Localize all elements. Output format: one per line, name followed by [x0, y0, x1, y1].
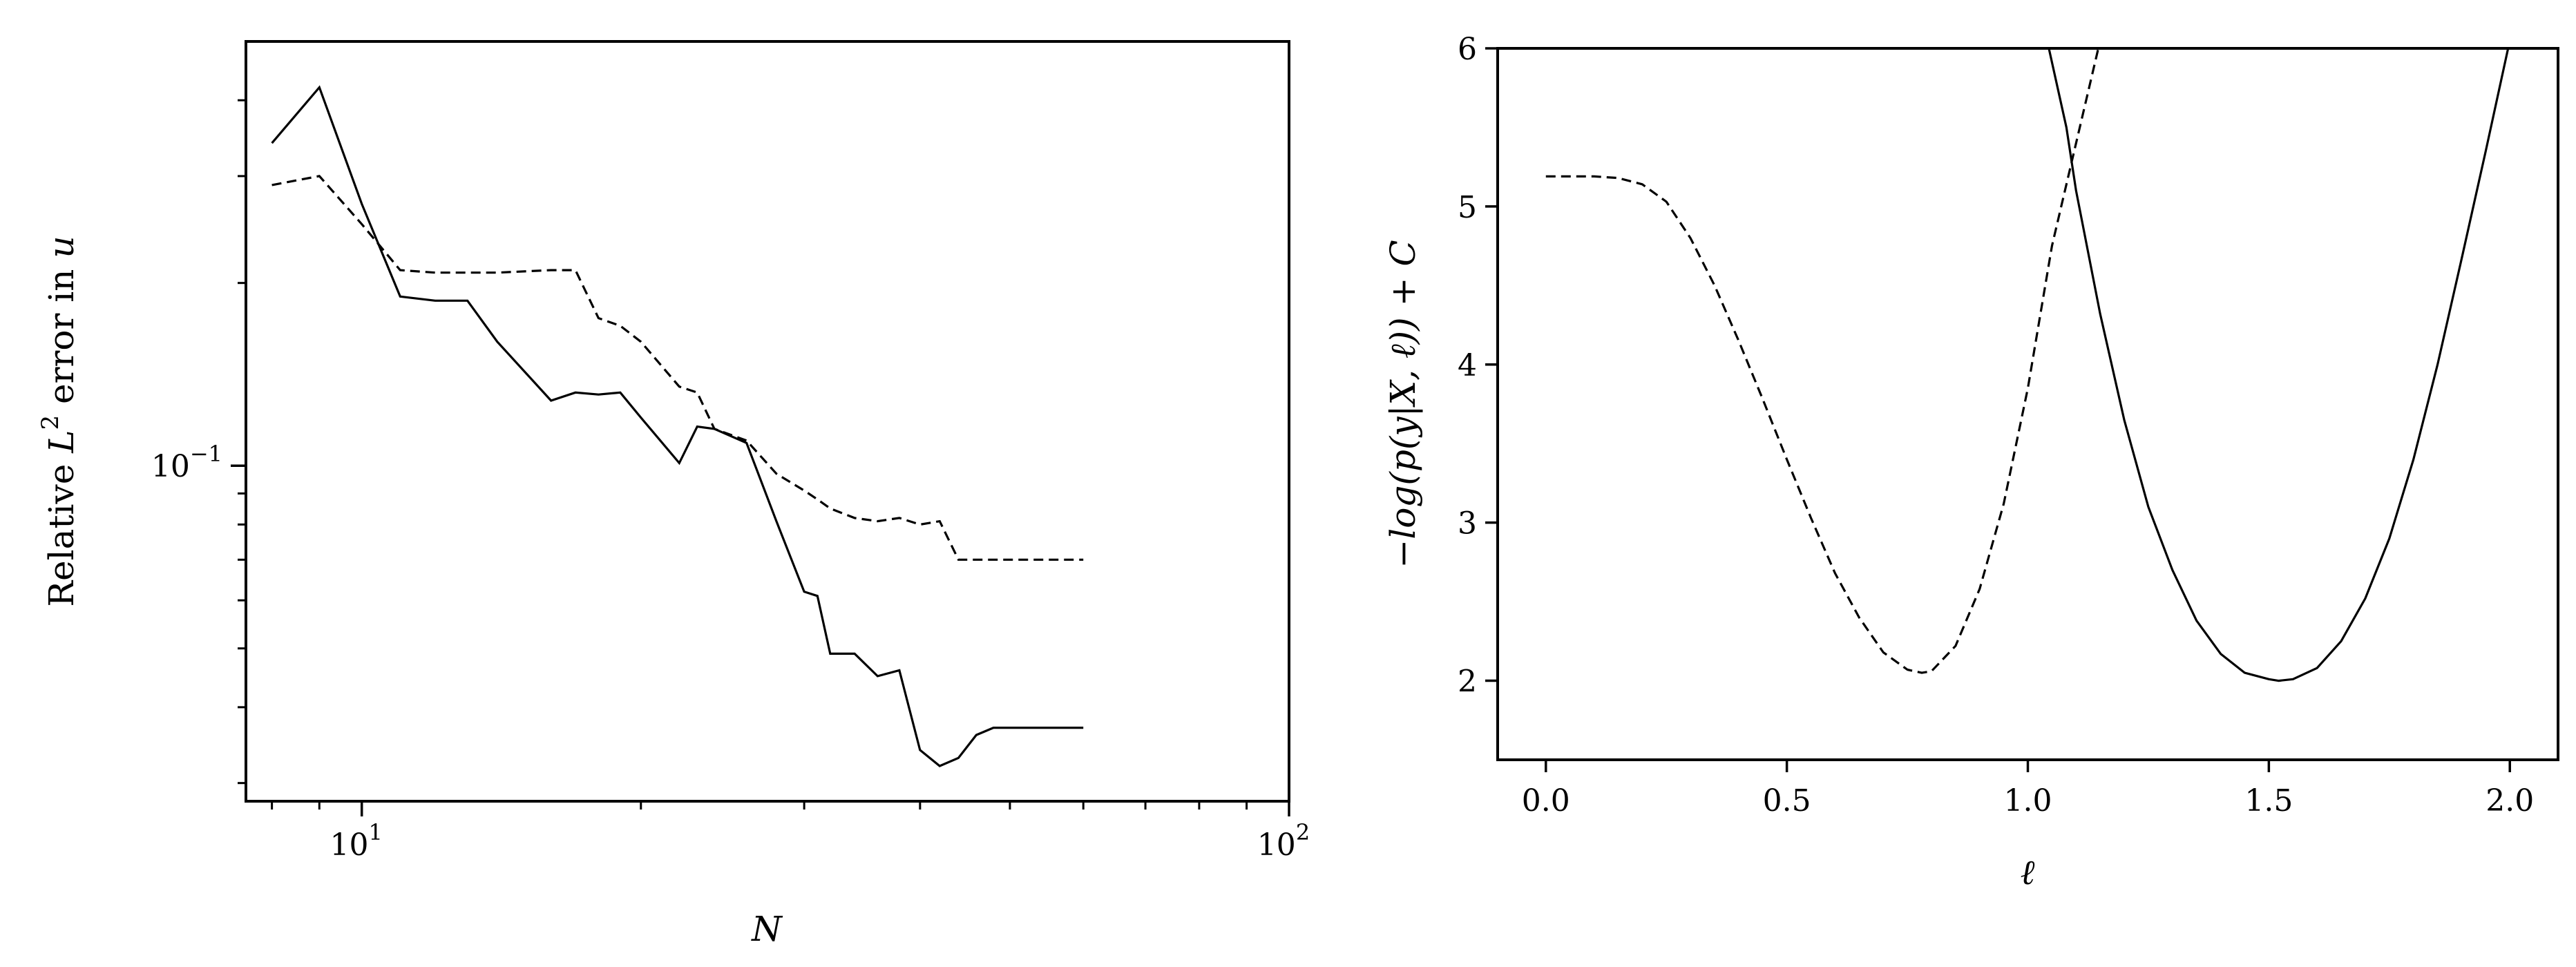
right-y-axis-label: −log(p(y|X, ℓ)) + C	[1383, 240, 1423, 568]
right-x-tick-label: 1.5	[2244, 783, 2293, 818]
right-series-solid-line	[2048, 48, 2510, 682]
right-y-tick-label: 6	[1458, 32, 1477, 67]
left-y-axis-label: Relative L2 error in u	[37, 236, 82, 606]
left-y-tick-label: 10−1	[151, 441, 222, 484]
right-x-tick-label: 2.0	[2486, 783, 2534, 818]
right-x-tick-label: 1.0	[2004, 783, 2052, 818]
right-chart: 0.0 0.5 1.0 1.5 2.0 2 3 4 5 6 ℓ −log(p(y|X, ℓ)) +…	[1383, 32, 2559, 892]
right-x-axis-label: ℓ	[2021, 852, 2035, 892]
right-series-dashed-line	[1545, 48, 2100, 674]
left-chart: 101 102 10−1 N Relative L2 error in u	[37, 40, 1310, 949]
left-series-dashed-line	[271, 175, 1084, 561]
right-plot-frame	[1496, 47, 2559, 761]
left-x-axis-label: N	[751, 909, 783, 949]
right-x-tick-label: 0.5	[1763, 783, 1811, 818]
right-x-tick-label: 0.0	[1522, 783, 1570, 818]
right-y-tick-label: 5	[1458, 190, 1477, 225]
left-x-tick-label: 101	[330, 819, 383, 863]
right-y-tick-label: 2	[1458, 664, 1477, 700]
right-y-tick-label: 4	[1458, 348, 1477, 383]
left-plot-frame	[245, 40, 1290, 803]
left-x-tick-label: 102	[1257, 819, 1310, 863]
left-series-solid-line	[271, 85, 1084, 767]
right-y-tick-label: 3	[1458, 506, 1477, 542]
